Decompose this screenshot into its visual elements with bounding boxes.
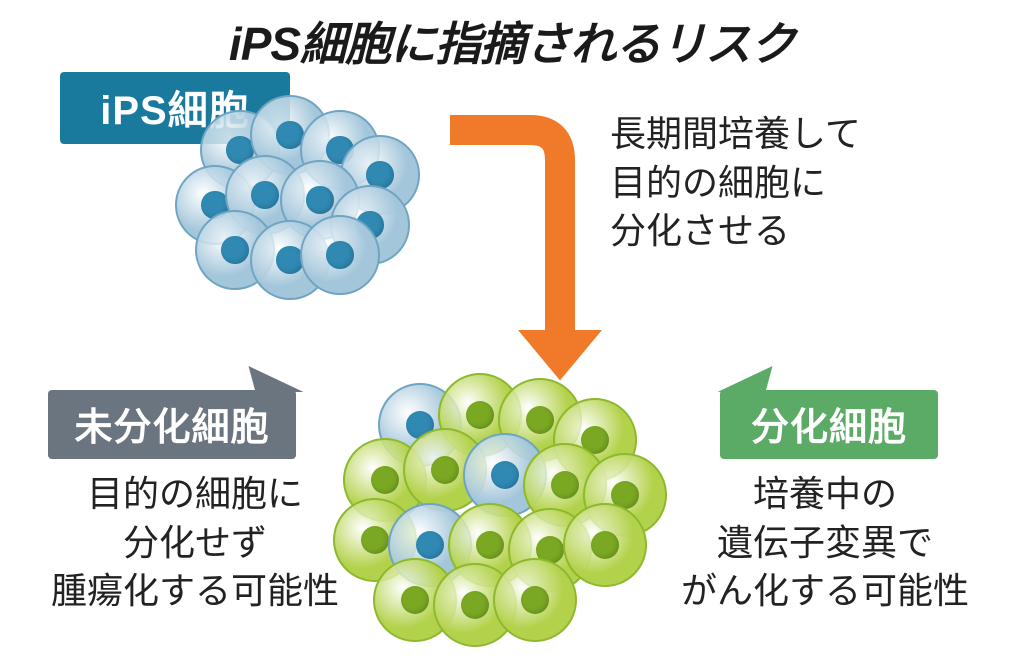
cluster-ips (180, 115, 440, 315)
cluster-mixed (345, 395, 675, 655)
cell (563, 503, 647, 587)
cell (493, 558, 577, 642)
cell (300, 215, 380, 295)
